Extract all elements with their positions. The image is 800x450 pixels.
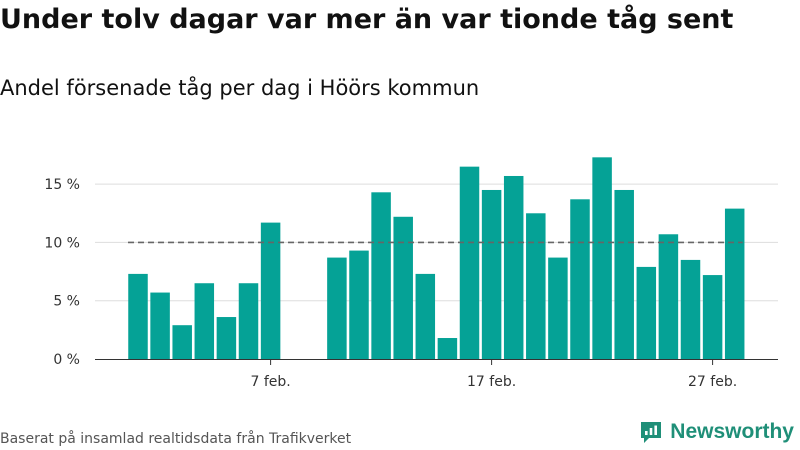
bar [128,273,148,359]
bar [415,273,436,359]
bar [393,216,413,359]
chart-subtitle: Andel försenade tåg per dag i Höörs komm… [0,76,480,100]
bar [260,222,281,359]
y-tick-label: 0 % [53,352,80,368]
x-tick-label: 17 feb. [467,374,516,390]
brand: Newsworthy [638,419,794,445]
bar [614,189,634,359]
bar [216,317,237,359]
brand-name: Newsworthy [670,420,794,443]
bar [570,199,590,359]
y-tick-label: 15 % [44,177,80,193]
bar [437,338,458,359]
bar [680,259,701,359]
y-tick-label: 10 % [44,235,80,251]
x-tick-label: 7 feb. [250,374,290,390]
bar [548,257,568,359]
bar [327,257,347,359]
bar [172,325,192,359]
x-tick-label: 27 feb. [688,374,737,390]
bar [592,157,612,359]
bar [658,234,679,359]
newsworthy-logo-icon [641,422,662,443]
bar [702,275,723,359]
bar [349,250,369,359]
bar [194,283,215,359]
bar [238,283,259,359]
bar [636,266,657,359]
chart-title: Under tolv dagar var mer än var tionde t… [0,4,734,35]
bar [503,175,524,359]
bar [724,208,745,359]
bar [371,192,391,359]
bar [481,189,502,359]
bar [526,213,546,359]
source-note: Baserat på insamlad realtidsdata från Tr… [0,431,352,447]
y-tick-label: 5 % [53,294,80,310]
bar [459,166,480,359]
bar [150,292,170,359]
